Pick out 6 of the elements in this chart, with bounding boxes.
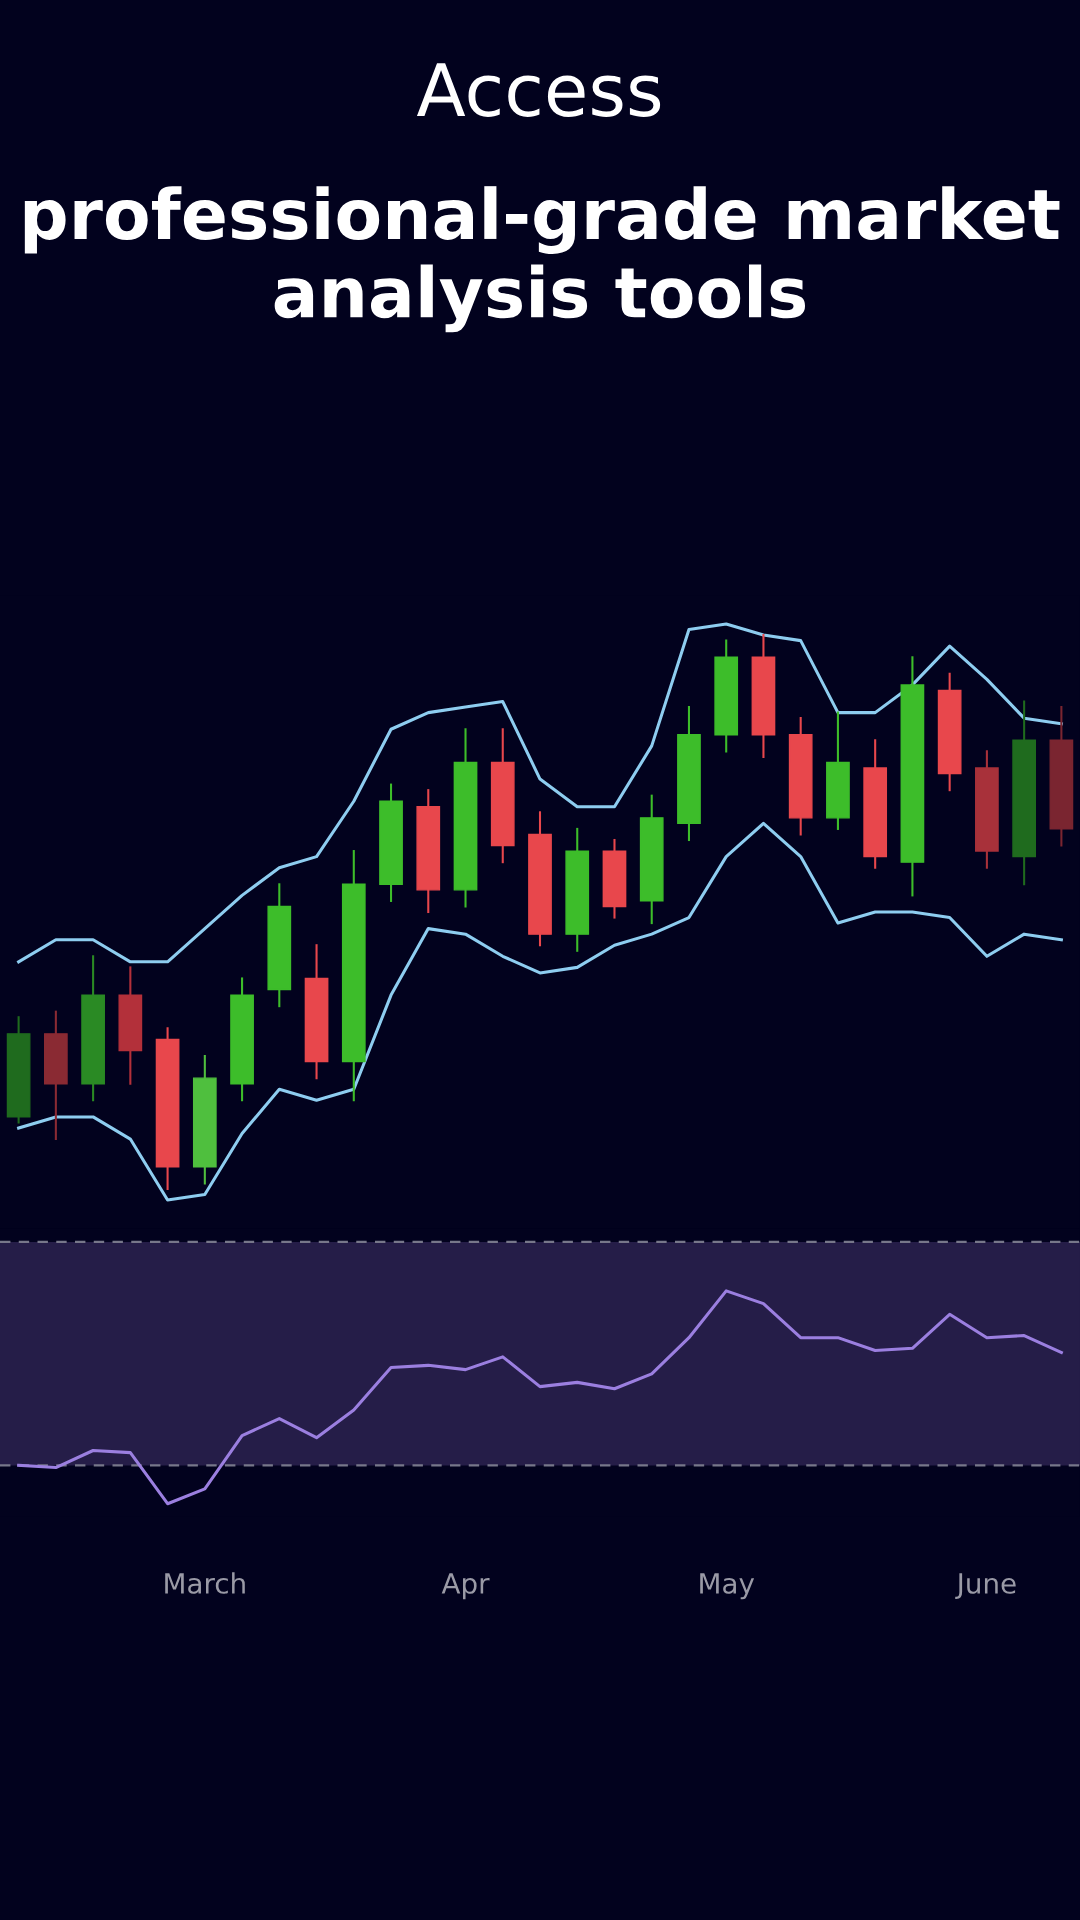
x-tick-label: Apr — [441, 1573, 490, 1600]
x-tick-label: March — [165, 1572, 245, 1594]
chart-title: Access — [416, 63, 661, 117]
x-tick-label: May — [700, 1573, 755, 1600]
chart-subtitle: professional-grade market analysis tools — [24, 186, 1060, 333]
x-tick-label: June — [955, 1573, 1016, 1600]
